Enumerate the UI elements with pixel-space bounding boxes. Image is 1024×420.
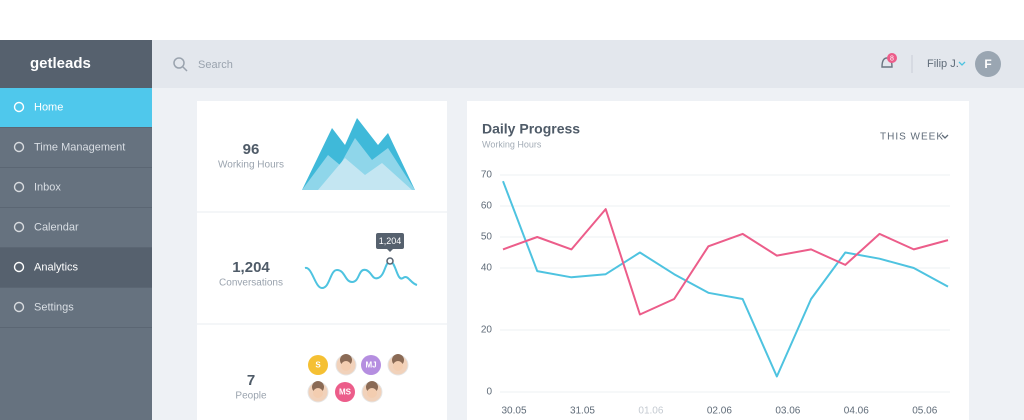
notification-badge xyxy=(887,53,897,63)
menu-label[interactable]: Calendar xyxy=(34,221,79,233)
people-initials: MS xyxy=(339,388,352,397)
menu-label[interactable]: Time Management xyxy=(34,141,125,153)
y-tick-label: 50 xyxy=(481,232,493,243)
stat-label: Conversations xyxy=(219,278,283,289)
chart-title: Daily Progress xyxy=(482,121,580,137)
y-tick-label: 40 xyxy=(481,263,493,274)
menu-label[interactable]: Inbox xyxy=(34,181,61,193)
user-caret[interactable] xyxy=(958,61,966,66)
sparkline-dot xyxy=(386,257,394,265)
x-tick-label: 30.05 xyxy=(501,406,526,417)
people-photo-face xyxy=(367,388,377,398)
menu-icon xyxy=(13,141,25,153)
people-avatar xyxy=(308,355,328,375)
x-tick-label: 01.06 xyxy=(638,406,663,417)
stat-value: 1,204 xyxy=(232,259,270,276)
menu-icon xyxy=(13,181,25,193)
sparkline xyxy=(304,259,418,290)
topbar xyxy=(152,40,1024,88)
tooltip xyxy=(376,233,404,249)
menu-label[interactable]: Analytics xyxy=(34,261,79,273)
menu-item[interactable] xyxy=(0,248,152,287)
avatar-initial: F xyxy=(984,57,991,71)
tooltip-text: 1,204 xyxy=(379,236,402,246)
logo: getleads xyxy=(30,55,91,72)
stat-value: 96 xyxy=(243,141,260,158)
user-name[interactable]: Filip J. xyxy=(927,58,959,70)
y-tick-label: 0 xyxy=(486,387,492,398)
search-icon-handle xyxy=(182,66,188,72)
tooltip-arrow xyxy=(387,249,393,252)
people-photo-face xyxy=(313,388,323,398)
people-initials: MJ xyxy=(365,361,376,370)
x-tick-label: 05.06 xyxy=(912,406,937,417)
notification-count: 8 xyxy=(890,55,894,62)
x-tick-label: 04.06 xyxy=(844,406,869,417)
stat-value: 7 xyxy=(247,372,255,389)
menu-item[interactable] xyxy=(0,208,152,247)
x-tick-label: 03.06 xyxy=(775,406,800,417)
menu-label[interactable]: Settings xyxy=(34,301,74,313)
menu-item[interactable] xyxy=(0,128,152,167)
stat-label: People xyxy=(235,391,267,402)
x-tick-label: 31.05 xyxy=(570,406,595,417)
menu-icon xyxy=(13,101,25,113)
menu-icon xyxy=(13,261,25,273)
chart-card xyxy=(467,101,969,420)
menu-label[interactable]: Home xyxy=(34,101,63,113)
y-tick-label: 70 xyxy=(481,170,493,181)
people-photo-face xyxy=(341,361,351,371)
menu-item[interactable] xyxy=(0,88,152,127)
period-filter[interactable]: THIS WEEK xyxy=(880,132,944,143)
data-line xyxy=(502,208,949,316)
logo-area xyxy=(0,40,152,88)
y-tick-label: 60 xyxy=(481,201,493,212)
stat-label: Working Hours xyxy=(218,160,284,171)
people-photo-face xyxy=(393,361,403,371)
people-avatar xyxy=(335,382,355,402)
filter-caret[interactable] xyxy=(941,134,949,139)
menu-item[interactable] xyxy=(0,168,152,207)
x-tick-label: 02.06 xyxy=(707,406,732,417)
menu-item[interactable] xyxy=(0,288,152,327)
search-input[interactable]: Search xyxy=(198,59,233,71)
search-icon xyxy=(173,57,185,69)
y-tick-label: 20 xyxy=(481,325,493,336)
avatar[interactable] xyxy=(975,51,1001,77)
menu-icon xyxy=(13,301,25,313)
data-line xyxy=(502,180,949,378)
chart-subtitle: Working Hours xyxy=(482,139,542,149)
mountain-front xyxy=(318,158,412,190)
menu-icon xyxy=(13,221,25,233)
people-initials: S xyxy=(315,361,321,370)
people-avatar xyxy=(361,355,381,375)
